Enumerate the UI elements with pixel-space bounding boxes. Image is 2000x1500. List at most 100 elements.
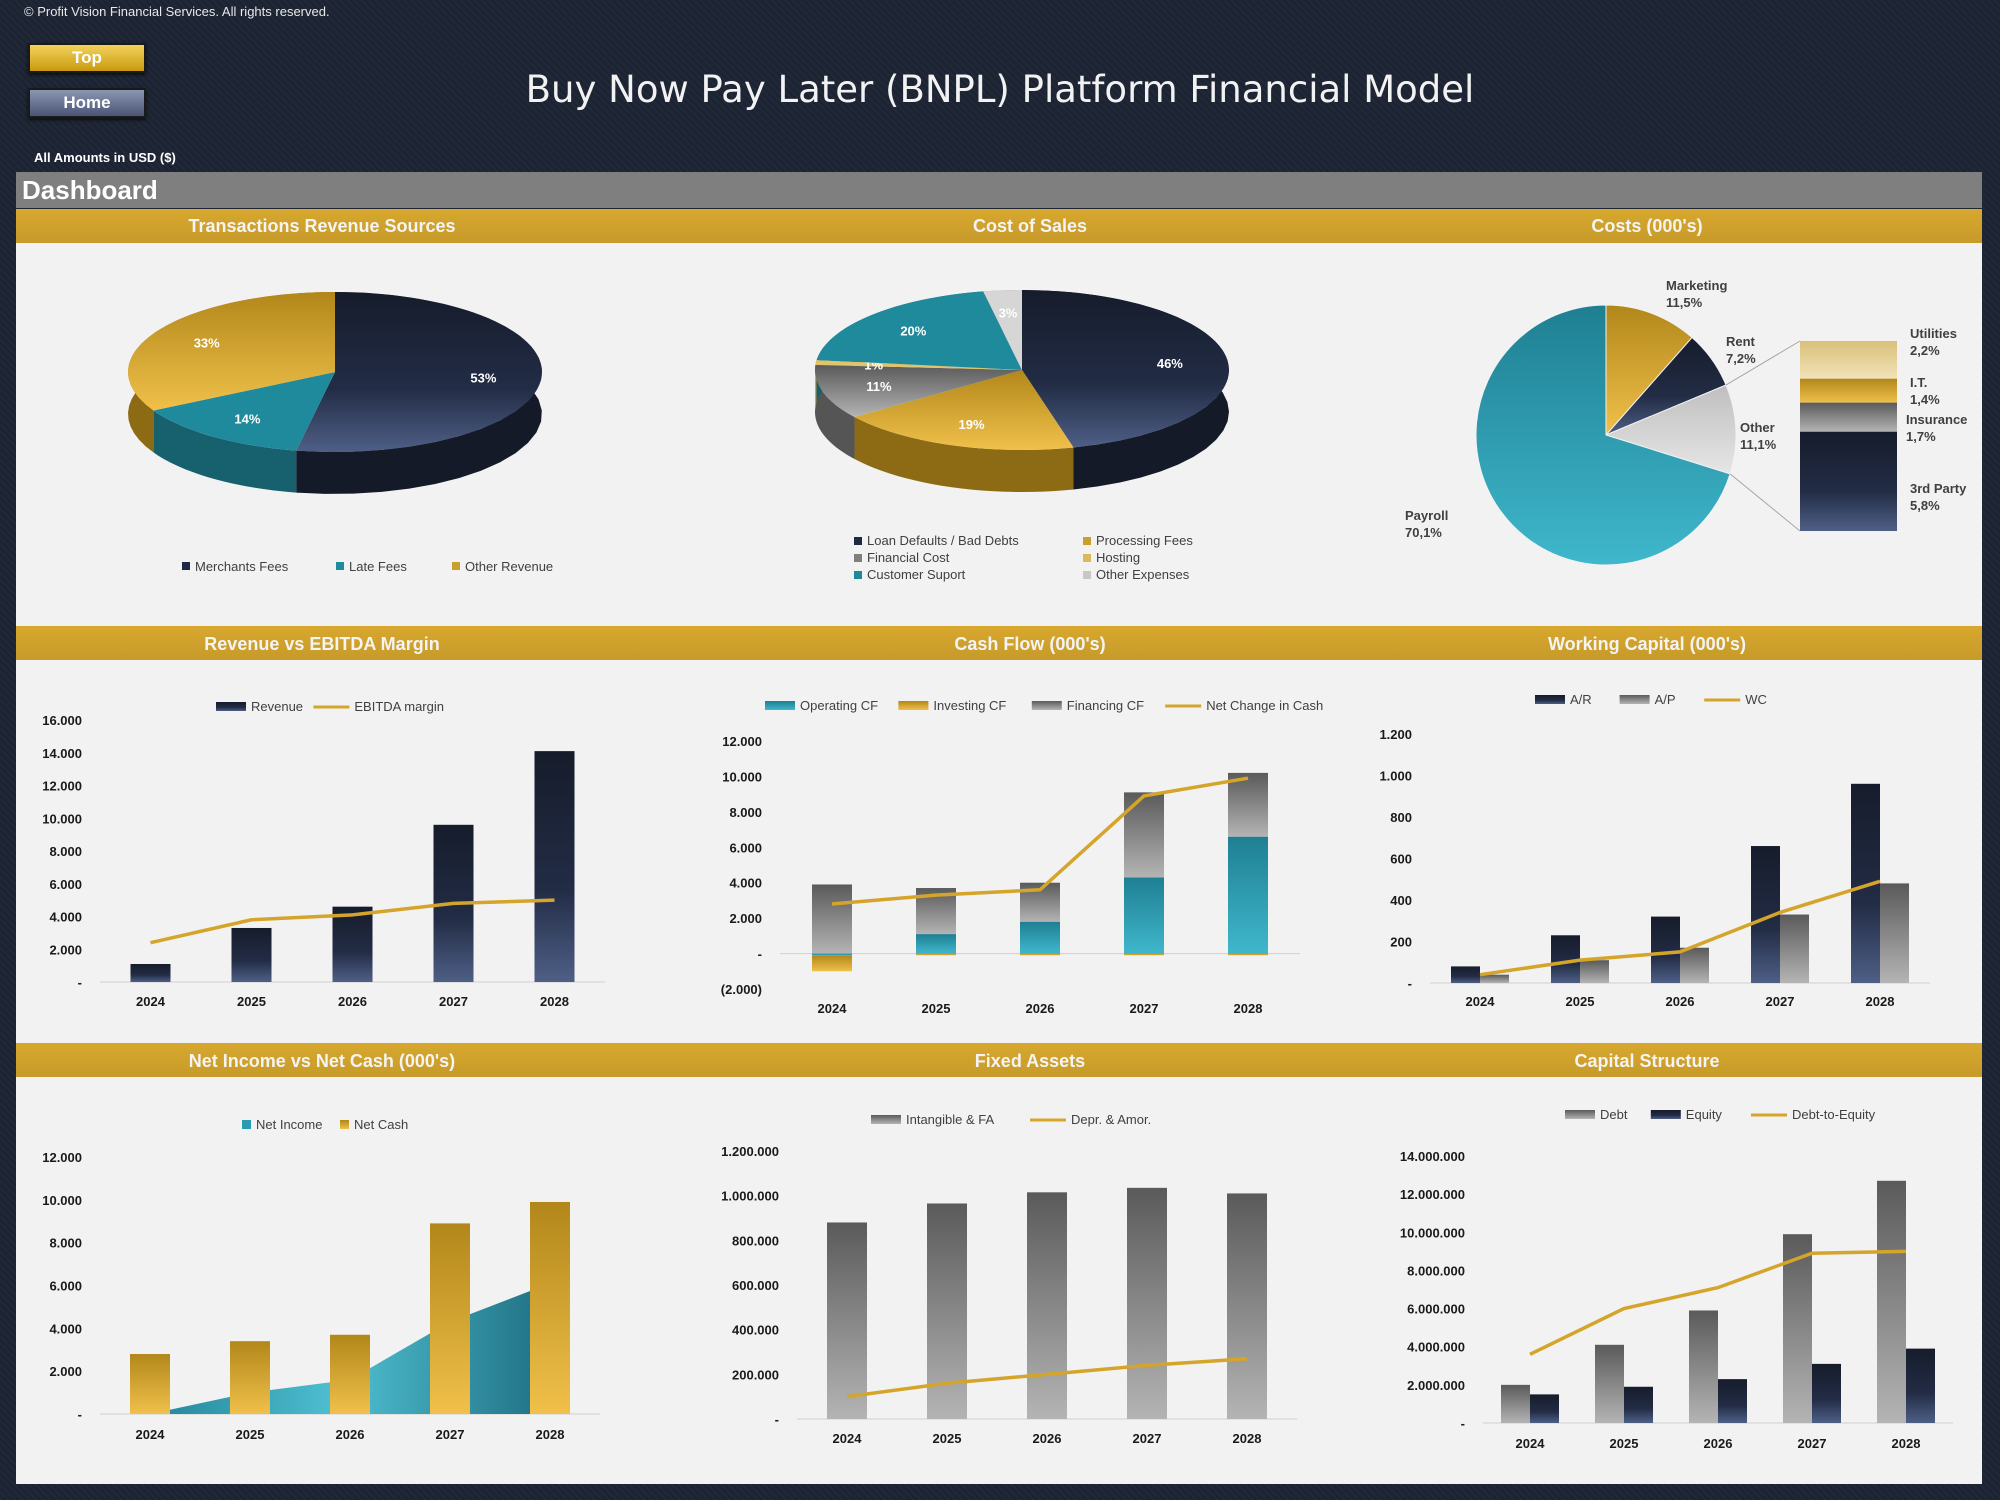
bar-investing-cf	[1228, 953, 1268, 956]
pie-slice-processing-fees	[854, 370, 1074, 451]
bar-financing-cf	[1228, 772, 1268, 837]
pie-slice-hosting	[815, 359, 1022, 370]
breakout-label-3rd-party: 5,8%	[1910, 498, 1940, 513]
pie-slice-payroll	[1475, 304, 1731, 566]
bar-a-p	[1480, 974, 1509, 983]
x-tick-label: 2027	[1766, 994, 1795, 1009]
y-tick-label: -	[775, 1412, 779, 1427]
legend-swatch	[452, 562, 460, 570]
bar-equity	[1812, 1363, 1841, 1423]
breakout-connector	[1725, 340, 1801, 386]
y-tick-label: -	[1461, 1416, 1465, 1431]
y-tick-label: 6.000	[49, 877, 82, 892]
home-button[interactable]: Home	[28, 88, 146, 118]
y-tick-label: 400	[1390, 893, 1412, 908]
breakout-label-3rd-party: 3rd Party	[1910, 481, 1967, 496]
pie-label-other: 11,1%	[1740, 437, 1777, 452]
breakout-label-i-t-: 1,4%	[1910, 392, 1940, 407]
chart-title-costs: Costs (000's)	[1591, 216, 1703, 236]
y-tick-label: 6.000.000	[1407, 1302, 1465, 1317]
legend-other-expenses: Other Expenses	[1096, 567, 1190, 582]
currency-label: All Amounts in USD ($)	[34, 150, 176, 165]
breakout-label-utilities: 2,2%	[1910, 343, 1940, 358]
line-wc	[1479, 879, 1881, 977]
y-tick-label: 1.000	[1379, 769, 1412, 784]
y-tick-label: 2.000	[49, 942, 82, 957]
bar-a-p	[1580, 960, 1609, 983]
y-tick-label: 800.000	[732, 1233, 779, 1248]
top-button[interactable]: Top	[28, 43, 146, 73]
breakout-label-utilities: Utilities	[1910, 326, 1957, 341]
x-tick-label: 2025	[1610, 1436, 1639, 1451]
y-tick-label: 12.000	[42, 779, 82, 794]
bar-net-cash	[530, 1201, 570, 1414]
legend-equity: Equity	[1686, 1107, 1723, 1122]
bar-investing-cf	[916, 953, 956, 956]
pie-label-marketing: Marketing	[1666, 278, 1727, 293]
breakout-connector	[1729, 473, 1801, 532]
y-tick-label: 800	[1390, 810, 1412, 825]
pie-label-payroll: 70,1%	[1405, 525, 1442, 540]
legend-hosting: Hosting	[1096, 550, 1140, 565]
y-tick-label: 10.000.000	[1400, 1225, 1465, 1240]
y-tick-label: 8.000	[729, 805, 762, 820]
bar-operating-cf	[1124, 877, 1164, 954]
legend-merchants-fees: Merchants Fees	[195, 559, 289, 574]
chart-title-working-capital: Working Capital (000's)	[1548, 634, 1746, 654]
legend-late-fees: Late Fees	[349, 559, 407, 574]
pie-slice-marketing	[1605, 304, 1693, 437]
x-tick-label: 2026	[336, 1427, 365, 1442]
line-depr-amor-	[846, 1356, 1248, 1399]
x-tick-label: 2028	[1892, 1436, 1921, 1451]
y-tick-label: 10.000	[42, 811, 82, 826]
pie-label-rent: 7,2%	[1726, 351, 1756, 366]
legend-depr-amor-: Depr. & Amor.	[1071, 1112, 1151, 1127]
y-tick-label: 14.000	[42, 746, 82, 761]
bar-debt	[1877, 1180, 1906, 1423]
x-tick-label: 2025	[933, 1431, 962, 1446]
bar-revenue	[332, 906, 373, 982]
pie-side-financial-cost	[815, 364, 855, 460]
breakout-bar-insurance	[1800, 402, 1897, 432]
legend-a-p: A/P	[1655, 692, 1676, 707]
pie-slice-other	[1604, 384, 1737, 475]
legend-wc: WC	[1745, 692, 1767, 707]
pie-data-label: 20%	[900, 324, 926, 339]
bar-net-cash	[230, 1341, 270, 1414]
bar-debt	[1783, 1234, 1812, 1423]
y-tick-label: 4.000	[49, 1321, 82, 1336]
x-tick-label: 2027	[1133, 1431, 1162, 1446]
legend-processing-fees: Processing Fees	[1096, 533, 1193, 548]
x-tick-label: 2026	[1704, 1436, 1733, 1451]
row3-panel	[16, 1077, 1982, 1484]
legend-swatch	[1031, 701, 1062, 710]
legend-swatch	[336, 562, 344, 570]
legend-debt-to-equity: Debt-to-Equity	[1792, 1107, 1876, 1122]
bar-equity	[1718, 1379, 1747, 1423]
x-tick-label: 2027	[436, 1427, 465, 1442]
x-tick-label: 2025	[922, 1001, 951, 1016]
x-tick-label: 2024	[1516, 1436, 1546, 1451]
y-tick-label: 6.000	[729, 840, 762, 855]
y-tick-label: 2.000	[729, 911, 762, 926]
x-tick-label: 2024	[818, 1001, 848, 1016]
x-tick-label: 2025	[236, 1427, 265, 1442]
line-debt-to-equity	[1529, 1249, 1907, 1356]
x-tick-label: 2027	[439, 994, 468, 1009]
legend-ebitda-margin: EBITDA margin	[354, 699, 444, 714]
legend-investing-cf: Investing CF	[933, 698, 1006, 713]
pie-slice-loan-defaults-bad-debts	[1022, 290, 1230, 448]
legend-swatch	[1650, 1110, 1681, 1119]
line-net-change-in-cash	[831, 776, 1249, 906]
bar-a-r	[1651, 916, 1680, 983]
y-tick-label: 600	[1390, 852, 1412, 867]
x-tick-label: 2028	[536, 1427, 565, 1442]
y-tick-label: 14.000.000	[1400, 1149, 1465, 1164]
legend-customer-suport: Customer Suport	[867, 567, 966, 582]
bar-debt	[1501, 1384, 1530, 1423]
page-title: Buy Now Pay Later (BNPL) Platform Financ…	[525, 68, 1475, 111]
y-tick-label: -	[1408, 976, 1412, 991]
pie-data-label: 14%	[234, 412, 260, 427]
bar-debt	[1595, 1344, 1624, 1423]
bar-revenue	[130, 963, 171, 982]
